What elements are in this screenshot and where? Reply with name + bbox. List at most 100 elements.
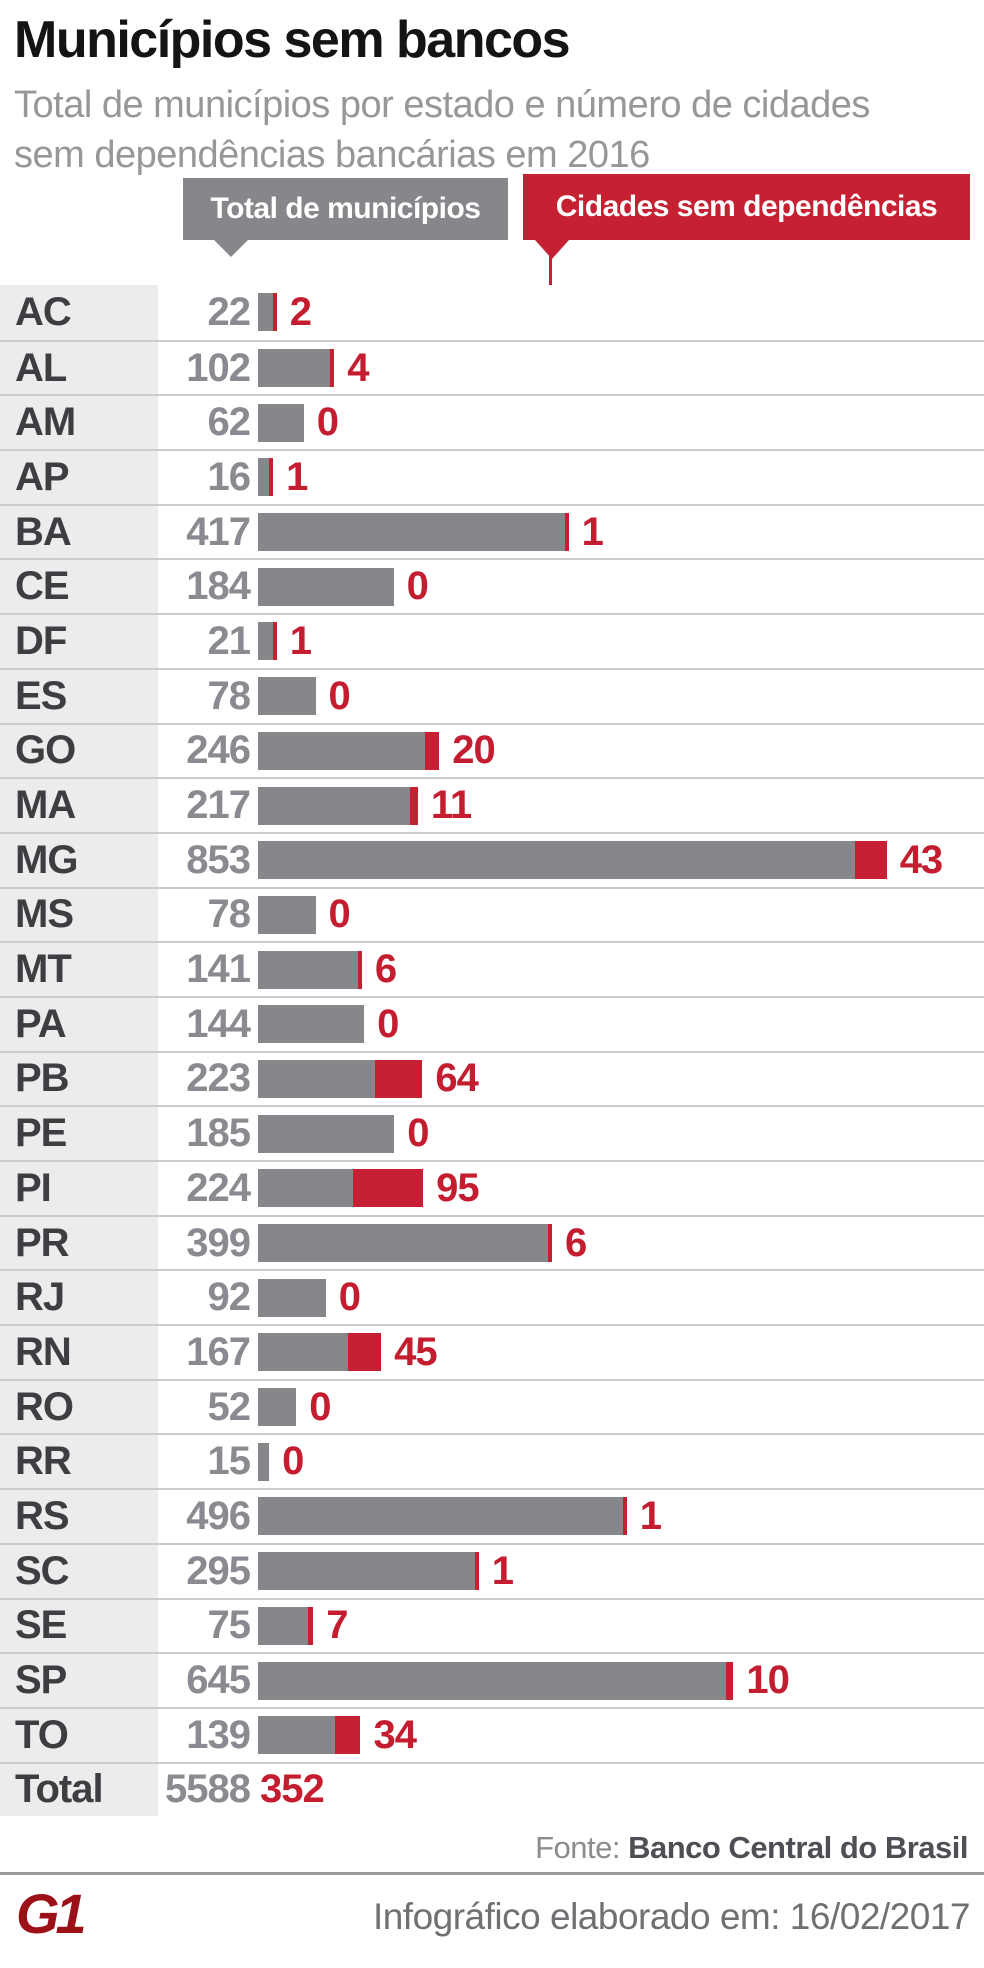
legend-total-label: Total de municípios	[210, 192, 481, 225]
legend-no-bank-label: Cidades sem dependências	[555, 190, 938, 223]
bar	[258, 1169, 424, 1208]
state-label: PE	[0, 1107, 158, 1160]
state-label: ES	[0, 669, 158, 723]
total-value: 78	[207, 892, 252, 937]
no-bank-value: 95	[436, 1165, 479, 1210]
total-bar-segment	[258, 950, 358, 989]
total-value: 417	[186, 509, 251, 554]
total-bar-segment	[258, 403, 304, 442]
no-bank-value: 7	[326, 1603, 348, 1648]
state-row: MT 141 6	[0, 941, 984, 996]
no-bank-value: 6	[374, 947, 397, 992]
no-bank-value: 1	[286, 454, 308, 499]
no-bank-bar-segment	[622, 1497, 627, 1536]
source-prefix: Fonte:	[535, 1830, 620, 1865]
total-bar-segment	[258, 1552, 475, 1591]
total-bar-segment	[258, 1224, 548, 1263]
bar	[258, 1388, 297, 1427]
state-label: PI	[0, 1162, 158, 1215]
total-value: 22	[207, 289, 252, 334]
state-row: PR 399 6	[0, 1214, 984, 1270]
no-bank-sum: 352	[260, 1767, 325, 1812]
no-bank-value: 1	[491, 1548, 514, 1593]
state-rows: AC 22 2 AL 102 4 AM 62 0 AP 16 1 BA 417	[0, 285, 984, 1817]
state-row: ES 78 0	[0, 667, 984, 723]
bar	[258, 1005, 365, 1044]
total-value: 62	[207, 400, 252, 445]
total-value: 78	[207, 673, 252, 718]
bar	[258, 1606, 314, 1645]
state-row: TO 139 34	[0, 1706, 984, 1762]
no-bank-bar-segment	[474, 1552, 479, 1591]
no-bank-bar-segment	[375, 1059, 423, 1098]
total-value: 15	[207, 1439, 252, 1484]
no-bank-bar-segment	[308, 1606, 314, 1645]
state-label: RN	[0, 1326, 158, 1379]
state-row: MA 217 11	[0, 777, 984, 832]
total-value: 853	[186, 837, 251, 882]
state-row: PE 185 0	[0, 1105, 984, 1160]
total-municipios-sum: 5588	[165, 1767, 251, 1812]
no-bank-bar-segment	[335, 1716, 361, 1755]
no-bank-bar-segment	[409, 786, 418, 825]
state-row: SE 75 7	[0, 1597, 984, 1653]
no-bank-value: 10	[746, 1658, 789, 1703]
bar	[258, 293, 277, 332]
no-bank-value: 0	[377, 1001, 399, 1046]
state-label: AL	[0, 341, 158, 395]
bar	[258, 786, 418, 825]
bar	[258, 1059, 423, 1098]
no-bank-value: 1	[639, 1493, 662, 1538]
state-label: PA	[0, 997, 158, 1051]
total-row-label: Total	[0, 1763, 158, 1817]
bar	[258, 950, 362, 989]
total-bar-segment	[258, 458, 270, 497]
no-bank-value: 64	[435, 1056, 478, 1101]
total-bar-segment	[258, 293, 273, 332]
no-bank-value: 0	[316, 400, 339, 445]
total-bar-segment	[258, 513, 565, 552]
no-bank-value: 43	[899, 837, 943, 882]
bar	[258, 1333, 382, 1372]
state-row: BA 417 1	[0, 503, 984, 559]
bar	[258, 1497, 627, 1536]
total-value: 223	[186, 1056, 251, 1101]
total-value: 185	[186, 1111, 251, 1156]
legend-total-municipios: Total de municípios	[183, 178, 508, 240]
total-bar-segment	[258, 895, 316, 934]
total-bar-segment	[258, 1497, 623, 1536]
state-row: DF 21 1	[0, 613, 984, 668]
no-bank-value: 11	[430, 783, 472, 828]
total-bar-segment	[258, 1333, 348, 1372]
bar	[258, 677, 316, 716]
total-value: 217	[186, 783, 251, 828]
bar	[258, 841, 887, 880]
bar	[258, 1224, 552, 1263]
no-bank-value: 0	[309, 1384, 331, 1429]
total-value: 102	[186, 345, 251, 390]
bar	[258, 458, 274, 497]
no-bank-value: 0	[338, 1275, 361, 1320]
no-bank-value: 0	[406, 564, 429, 609]
no-bank-bar-segment	[357, 950, 362, 989]
total-value: 399	[186, 1220, 251, 1265]
bar	[258, 1552, 479, 1591]
total-value: 144	[186, 1001, 251, 1046]
total-bar-segment	[258, 622, 273, 661]
state-row: GO 246 20	[0, 722, 984, 778]
state-row: MS 78 0	[0, 886, 984, 942]
bar	[258, 403, 304, 442]
bar	[258, 731, 440, 770]
no-bank-value: 34	[373, 1712, 416, 1757]
no-bank-bar-segment	[347, 1333, 382, 1372]
total-bar-segment	[258, 1716, 336, 1755]
no-bank-bar-segment	[547, 1224, 552, 1263]
no-bank-bar-segment	[330, 349, 335, 388]
state-row: RJ 92 0	[0, 1269, 984, 1325]
state-row: RO 52 0	[0, 1378, 984, 1434]
state-label: AP	[0, 451, 158, 504]
no-bank-value: 4	[347, 345, 369, 390]
state-label: MG	[0, 833, 158, 887]
total-row: Total 5588 352	[0, 1761, 984, 1817]
